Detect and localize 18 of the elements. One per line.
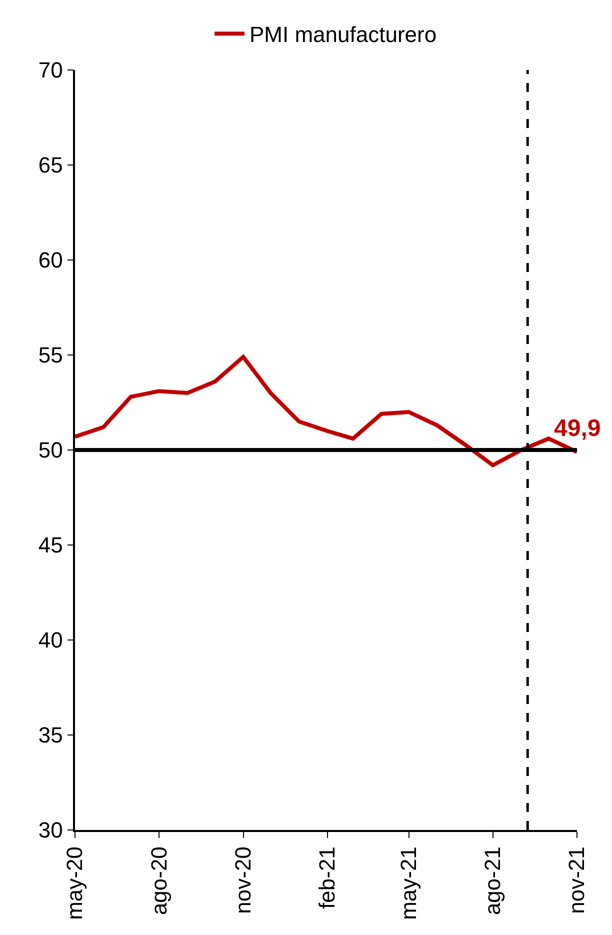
- legend-label: PMI manufacturero: [250, 22, 437, 48]
- x-tick-label: feb-21: [314, 846, 340, 909]
- annotation: 49,9: [554, 415, 601, 442]
- x-tick-label: ago-21: [480, 846, 506, 916]
- y-tick-label: 70: [38, 58, 63, 83]
- x-tick-label: nov-20: [230, 846, 256, 914]
- y-tick-label: 50: [38, 438, 63, 463]
- x-tick-label: may-20: [62, 846, 88, 920]
- y-tick-label: 60: [38, 248, 63, 273]
- y-tick-label: 45: [38, 532, 63, 558]
- y-tick-label: 35: [38, 722, 63, 748]
- y-tick-label: 55: [38, 342, 63, 368]
- x-tick-label: ago-20: [146, 846, 172, 916]
- x-tick-label: nov-21: [564, 846, 590, 914]
- y-tick-label: 40: [38, 628, 63, 653]
- x-tick-label: may-21: [396, 846, 421, 920]
- y-tick-label: 30: [38, 818, 63, 843]
- y-tick-label: 65: [38, 152, 63, 178]
